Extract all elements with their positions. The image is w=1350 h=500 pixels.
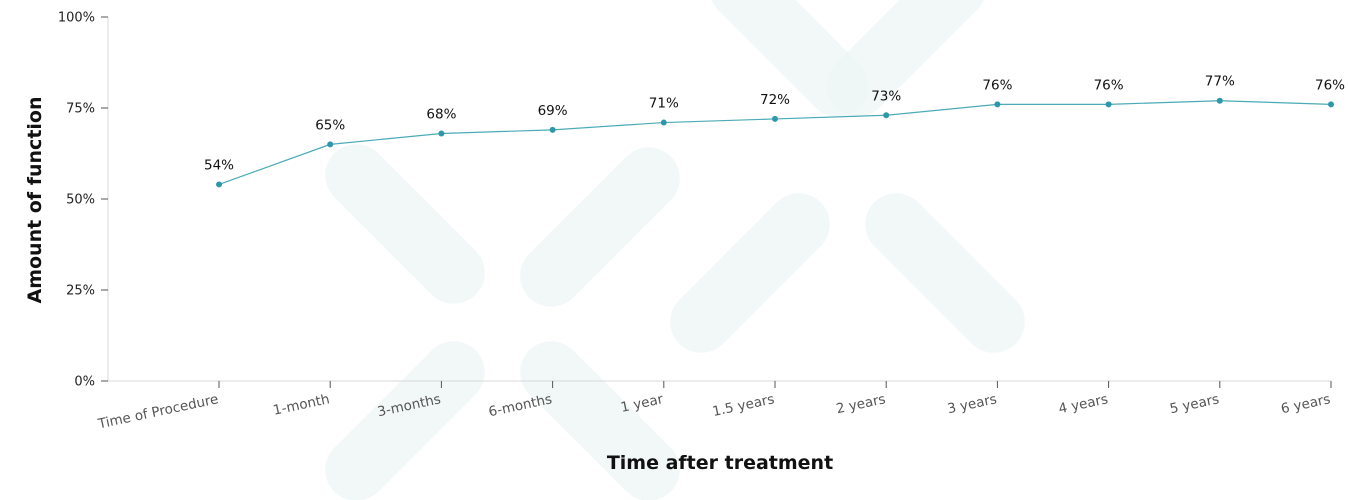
data-point: [660, 119, 667, 126]
x-tick-label: 3 years: [946, 391, 998, 417]
x-tick-label: 2 years: [835, 391, 887, 417]
data-label: 76%: [1315, 77, 1345, 93]
x-tick-label: 5 years: [1168, 391, 1220, 417]
data-label: 65%: [315, 117, 345, 133]
x-tick-label: 1-month: [272, 391, 331, 419]
data-point: [772, 115, 778, 122]
data-point: [438, 130, 445, 137]
data-point: [883, 112, 890, 119]
data-points: [216, 97, 1334, 188]
data-point: [549, 126, 556, 133]
x-tick-label: 4 years: [1057, 391, 1109, 417]
data-point: [327, 141, 334, 148]
data-point: [1328, 101, 1334, 108]
data-label: 54%: [204, 157, 234, 173]
y-tick-label: 50%: [66, 193, 95, 208]
y-tick-label: 25%: [66, 284, 95, 299]
y-axis-ticks: 0% 25% 50% 75% 100%: [58, 11, 108, 390]
data-label: 69%: [538, 103, 568, 119]
x-axis-ticks: Time of Procedure 1-month 3-months 6-months…: [96, 381, 1332, 433]
data-label: 76%: [982, 77, 1012, 93]
x-tick-label: Time of Procedure: [96, 391, 220, 432]
y-tick-label: 100%: [58, 11, 95, 26]
data-label: 71%: [649, 96, 679, 112]
data-labels: 54% 65% 68% 69% 71% 72% 73% 76% 76% 77% 76%: [204, 74, 1345, 174]
watermark-logo: [325, 0, 1025, 500]
x-tick-label: 1 year: [619, 391, 665, 416]
data-point: [1105, 101, 1112, 108]
data-label: 68%: [426, 106, 456, 122]
y-tick-label: 75%: [66, 102, 95, 117]
y-axis-title: Amount of function: [24, 97, 46, 304]
data-label: 76%: [1094, 77, 1124, 93]
data-point: [1216, 97, 1223, 104]
x-tick-label: 6-months: [487, 391, 553, 420]
x-axis-title: Time after treatment: [607, 452, 833, 474]
data-label: 77%: [1205, 74, 1235, 90]
data-label: 73%: [871, 88, 901, 104]
data-label: 72%: [760, 92, 790, 108]
data-point: [994, 101, 1001, 108]
data-point: [216, 181, 222, 188]
x-tick-label: 6 years: [1280, 391, 1332, 417]
x-tick-label: 1.5 years: [711, 391, 776, 420]
y-tick-label: 0%: [74, 375, 95, 390]
